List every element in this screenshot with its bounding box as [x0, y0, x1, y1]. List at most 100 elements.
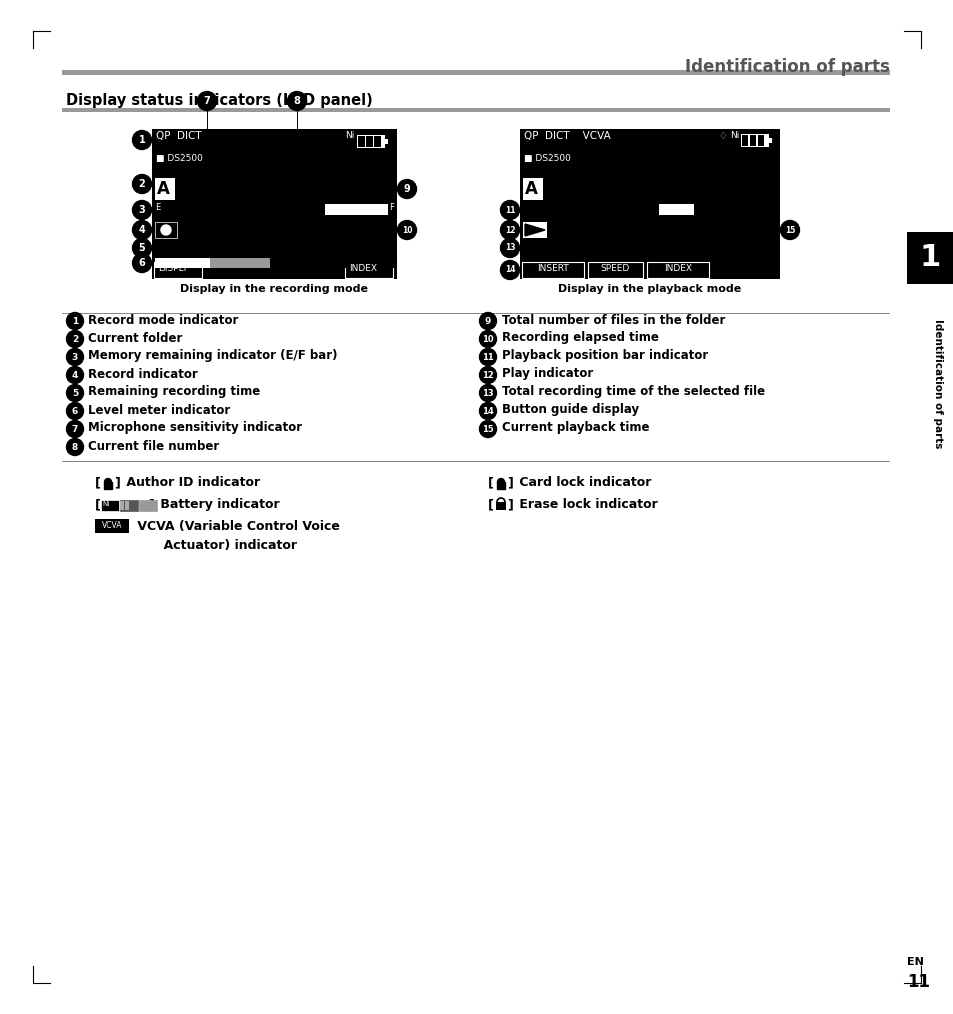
Circle shape [497, 479, 504, 486]
Circle shape [67, 403, 84, 420]
Bar [659, 204, 693, 215]
Circle shape [161, 225, 171, 235]
Text: Recording elapsed time: Recording elapsed time [501, 332, 659, 345]
Text: 12: 12 [504, 225, 515, 234]
Text: S: S [265, 247, 271, 256]
Bar [646, 262, 708, 278]
Text: INDEX: INDEX [663, 264, 691, 273]
Bar [120, 501, 124, 510]
Text: Display in the playback mode: Display in the playback mode [558, 284, 740, 294]
Circle shape [397, 179, 416, 199]
Text: Remaining recording time: Remaining recording time [88, 385, 260, 399]
Circle shape [67, 366, 84, 383]
Text: Display status indicators (LCD panel): Display status indicators (LCD panel) [66, 93, 373, 108]
Circle shape [500, 220, 519, 239]
Text: 9: 9 [403, 184, 410, 194]
Text: 22: 22 [222, 241, 239, 255]
Polygon shape [524, 224, 544, 236]
Bar [366, 136, 373, 147]
Text: INDEX: INDEX [349, 264, 376, 273]
Circle shape [132, 220, 152, 239]
Bar [153, 262, 202, 278]
Text: 15: 15 [784, 225, 795, 234]
Circle shape [132, 131, 152, 149]
Circle shape [132, 254, 152, 273]
Bar [374, 136, 380, 147]
Text: 30: 30 [247, 241, 264, 255]
Text: 6: 6 [71, 407, 78, 416]
Text: 10: 10 [401, 225, 412, 234]
Text: Ni: Ni [729, 131, 739, 140]
Text: /030: /030 [282, 186, 313, 200]
Text: 10: 10 [267, 223, 292, 242]
Bar [519, 261, 780, 279]
Text: Identification of parts: Identification of parts [932, 319, 942, 448]
Bar [270, 258, 394, 268]
Text: S: S [294, 230, 301, 240]
Text: Level meter indicator: Level meter indicator [88, 404, 230, 417]
Bar [154, 222, 177, 238]
Text: Identification of parts: Identification of parts [684, 58, 889, 76]
Text: ]: ] [506, 476, 513, 489]
Text: 025: 025 [216, 179, 273, 207]
Circle shape [479, 312, 496, 330]
Text: S: S [660, 230, 666, 240]
Text: Total recording time of the selected file: Total recording time of the selected fil… [501, 385, 764, 399]
Text: QP  DICT    VCVA: QP DICT VCVA [523, 131, 610, 141]
Text: INSERT: INSERT [537, 264, 568, 273]
Bar [758, 135, 763, 146]
Bar [62, 460, 889, 462]
Text: 025: 025 [579, 179, 635, 207]
Circle shape [132, 238, 152, 258]
Text: 15: 15 [196, 241, 214, 255]
Circle shape [67, 349, 84, 365]
Circle shape [132, 201, 152, 219]
Text: 2: 2 [138, 179, 145, 189]
Bar [163, 204, 388, 215]
Text: 7: 7 [203, 96, 211, 106]
Text: 13: 13 [504, 243, 515, 252]
Bar [497, 482, 504, 489]
Text: Total number of files in the folder: Total number of files in the folder [501, 313, 724, 327]
Text: Card lock indicator: Card lock indicator [515, 476, 651, 489]
Bar [154, 256, 394, 258]
Text: 15: 15 [481, 425, 494, 434]
Bar [154, 258, 394, 268]
Bar [740, 134, 768, 147]
Text: VCVA: VCVA [102, 521, 122, 530]
Bar [154, 258, 210, 268]
Text: Play indicator: Play indicator [501, 367, 593, 380]
Bar [152, 129, 396, 279]
Text: [: [ [95, 476, 101, 489]
Circle shape [67, 384, 84, 402]
Bar [496, 502, 505, 510]
Text: 10: 10 [481, 335, 494, 344]
Text: Record mode indicator: Record mode indicator [88, 313, 238, 327]
Bar [522, 258, 776, 268]
Text: 12: 12 [598, 241, 615, 255]
Circle shape [780, 220, 799, 239]
Text: A: A [157, 180, 170, 198]
Circle shape [500, 238, 519, 258]
Circle shape [397, 220, 416, 239]
Text: Author ID indicator: Author ID indicator [122, 476, 260, 489]
Text: 5: 5 [138, 243, 145, 254]
Circle shape [479, 366, 496, 383]
Text: 05: 05 [622, 241, 639, 255]
Text: [: [ [488, 498, 494, 511]
Text: Display in the recording mode: Display in the recording mode [180, 284, 368, 294]
Text: 14: 14 [504, 266, 515, 275]
Text: /030: /030 [647, 186, 679, 200]
Text: 8: 8 [294, 96, 300, 106]
Bar [519, 129, 780, 279]
Text: E: E [154, 203, 160, 212]
Bar [62, 312, 889, 314]
Circle shape [500, 261, 519, 280]
Circle shape [197, 91, 216, 111]
Text: 11: 11 [481, 353, 494, 362]
Bar [95, 519, 129, 533]
Bar [522, 204, 776, 215]
Text: 1: 1 [919, 243, 940, 273]
Text: 3: 3 [138, 205, 145, 215]
Circle shape [287, 91, 306, 111]
